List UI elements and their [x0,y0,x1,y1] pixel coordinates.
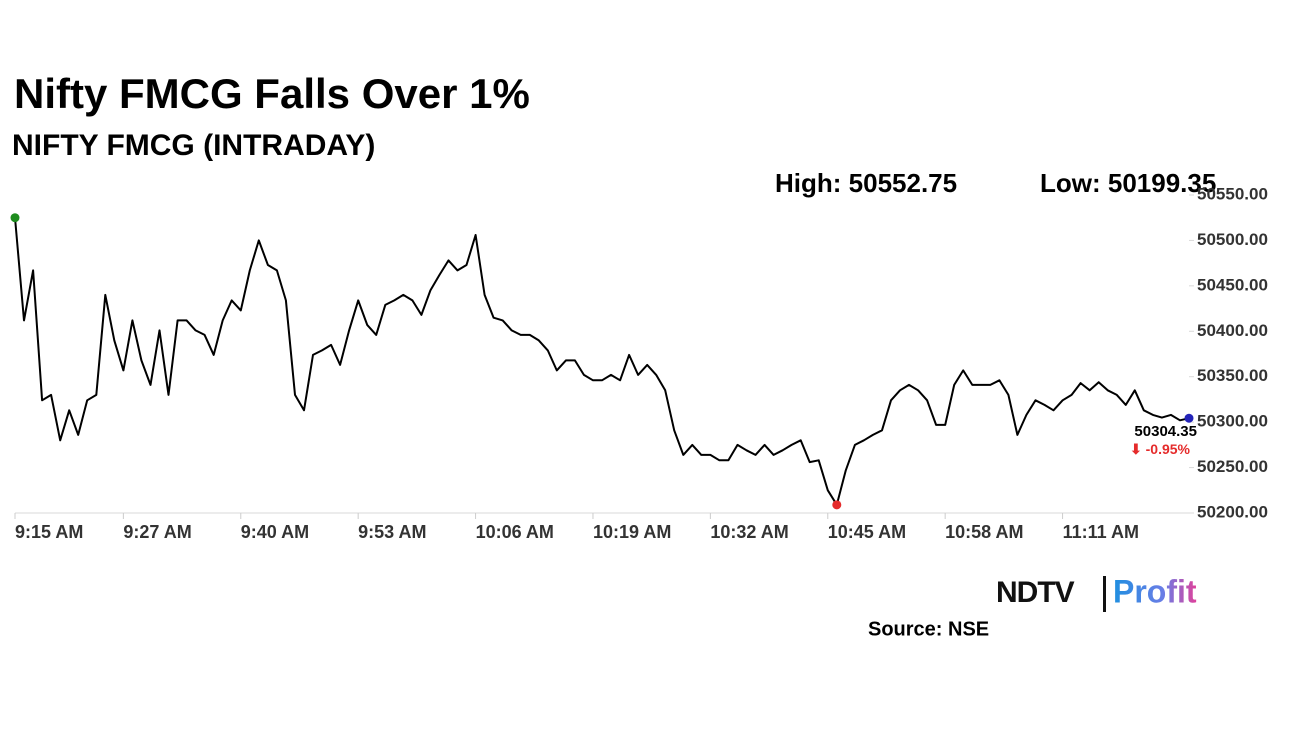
chart-subtitle: NIFTY FMCG (INTRADAY) [12,129,375,162]
x-tick-label: 10:58 AM [945,522,1023,542]
x-tick-label: 11:11 AM [1063,522,1139,542]
x-tick-label: 9:27 AM [123,522,191,542]
logo-divider [1103,576,1106,612]
logo-right: Profit [1113,573,1197,609]
change-label: ⬇ -0.95% [1130,441,1191,457]
low-marker [832,500,842,510]
y-tick-label: 50550.00 [1197,184,1268,203]
x-tick-label: 9:53 AM [358,522,426,542]
chart-title: Nifty FMCG Falls Over 1% [14,70,530,117]
y-tick-label: 50200.00 [1197,502,1268,521]
x-tick-label: 9:40 AM [241,522,309,542]
x-tick-label: 9:15 AM [15,522,83,542]
y-tick-label: 50450.00 [1197,275,1268,294]
price-line [14,217,1190,506]
y-tick-label: 50250.00 [1197,457,1268,476]
y-tick-label: 50400.00 [1197,321,1268,340]
y-tick-label: 50300.00 [1197,412,1268,431]
end-marker [1184,413,1194,423]
y-tick-label: 50500.00 [1197,230,1268,249]
logo-left: NDTV [996,576,1075,609]
start-marker [10,213,20,223]
x-tick-label: 10:45 AM [828,522,906,542]
low-label: Low: 50199.35 [1040,168,1216,198]
source: Source: NSE [868,618,989,640]
high-label: High: 50552.75 [775,168,957,198]
x-tick-label: 10:19 AM [593,522,671,542]
last-value-label: 50304.35 [1134,423,1197,440]
x-tick-label: 10:06 AM [476,522,554,542]
y-tick-label: 50350.00 [1197,366,1268,385]
x-tick-label: 10:32 AM [710,522,788,542]
